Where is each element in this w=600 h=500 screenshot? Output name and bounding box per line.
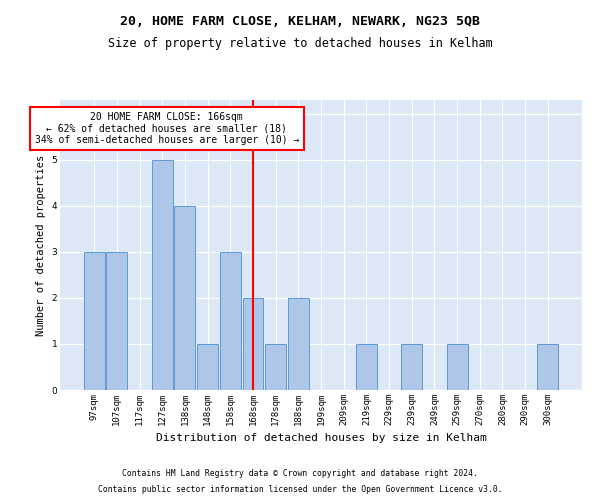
Text: 20, HOME FARM CLOSE, KELHAM, NEWARK, NG23 5QB: 20, HOME FARM CLOSE, KELHAM, NEWARK, NG2…	[120, 15, 480, 28]
Bar	[242, 298, 263, 390]
Bar	[538, 344, 558, 390]
Bar	[84, 252, 104, 390]
Bar	[106, 252, 127, 390]
X-axis label: Distribution of detached houses by size in Kelham: Distribution of detached houses by size …	[155, 434, 487, 444]
Bar	[220, 252, 241, 390]
Bar	[401, 344, 422, 390]
Bar	[152, 160, 173, 390]
Bar	[265, 344, 286, 390]
Bar	[356, 344, 377, 390]
Bar	[175, 206, 196, 390]
Bar	[446, 344, 467, 390]
Text: Contains public sector information licensed under the Open Government Licence v3: Contains public sector information licen…	[98, 485, 502, 494]
Y-axis label: Number of detached properties: Number of detached properties	[36, 154, 46, 336]
Text: 20 HOME FARM CLOSE: 166sqm
← 62% of detached houses are smaller (18)
34% of semi: 20 HOME FARM CLOSE: 166sqm ← 62% of deta…	[35, 112, 299, 144]
Bar	[197, 344, 218, 390]
Text: Contains HM Land Registry data © Crown copyright and database right 2024.: Contains HM Land Registry data © Crown c…	[122, 468, 478, 477]
Text: Size of property relative to detached houses in Kelham: Size of property relative to detached ho…	[107, 38, 493, 51]
Bar	[288, 298, 309, 390]
